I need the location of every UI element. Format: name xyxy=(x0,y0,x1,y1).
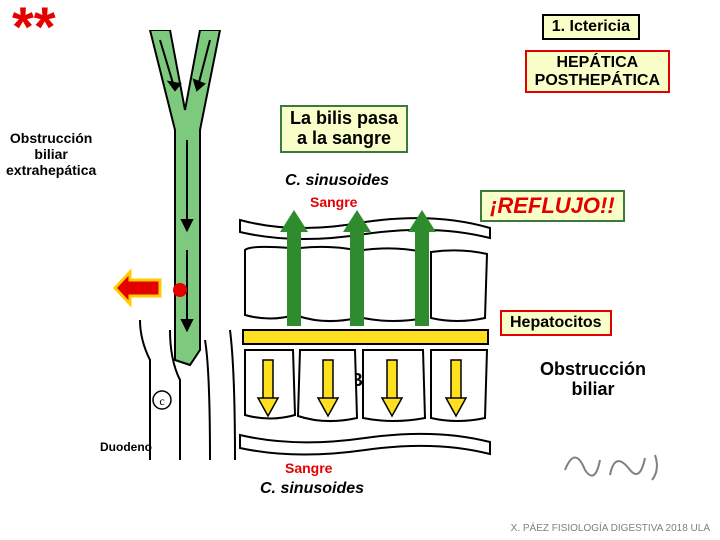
bile-canaliculus xyxy=(243,330,488,344)
asterisks-text: ** xyxy=(12,0,56,58)
footer-text: X. PÁEZ FISIOLOGÍA DIGESTIVA 2018 ULA xyxy=(511,523,710,534)
ictericia-text: 1. Ictericia xyxy=(552,18,630,35)
sangre-top: Sangre xyxy=(310,194,357,210)
sangre-top-text: Sangre xyxy=(310,194,357,210)
bottom-sinusoid xyxy=(240,434,490,455)
hepatica-line1: HEPÁTICA xyxy=(535,54,660,72)
reflujo-text: ¡REFLUJO!! xyxy=(490,193,615,218)
obstruccion-biliar-l1: Obstrucción xyxy=(540,360,646,380)
left-label-l1: Obstrucción xyxy=(6,130,96,146)
red-block-arrow xyxy=(115,272,160,304)
asterisks: ** xyxy=(12,0,56,59)
c-sinusoides-bottom: C. sinusoides xyxy=(260,480,364,498)
hepatocitos-box: Hepatocitos xyxy=(500,310,612,336)
bilis-pasa-l2: a la sangre xyxy=(290,129,398,149)
obstruccion-biliar-l2: biliar xyxy=(540,380,646,400)
bile-duct xyxy=(150,30,220,365)
c-sinusoides-bottom-text: C. sinusoides xyxy=(260,480,364,497)
hepatica-box: HEPÁTICA POSTHEPÁTICA xyxy=(525,50,670,93)
hepatocyte-diagram xyxy=(235,210,495,470)
upper-hepatocyte-row xyxy=(245,247,487,321)
left-label: Obstrucción biliar extrahepática xyxy=(6,130,96,178)
c-letter: c xyxy=(159,394,164,408)
obstruction-dot xyxy=(173,283,187,297)
bilis-pasa-box: La bilis pasa a la sangre xyxy=(280,105,408,153)
left-label-l3: extrahepática xyxy=(6,162,96,178)
scribble xyxy=(560,440,670,490)
c-sinusoides-top-text: C. sinusoides xyxy=(285,172,389,189)
obstruccion-biliar: Obstrucción biliar xyxy=(540,360,646,400)
left-label-l2: biliar xyxy=(6,146,96,162)
footer: X. PÁEZ FISIOLOGÍA DIGESTIVA 2018 ULA xyxy=(511,523,710,534)
hepatica-line2: POSTHEPÁTICA xyxy=(535,72,660,90)
c-sinusoides-top: C. sinusoides xyxy=(285,172,389,190)
reflujo-box: ¡REFLUJO!! xyxy=(480,190,625,222)
bilis-pasa-l1: La bilis pasa xyxy=(290,109,398,129)
hepatocitos-text: Hepatocitos xyxy=(510,314,602,331)
ictericia-box: 1. Ictericia xyxy=(542,14,640,40)
